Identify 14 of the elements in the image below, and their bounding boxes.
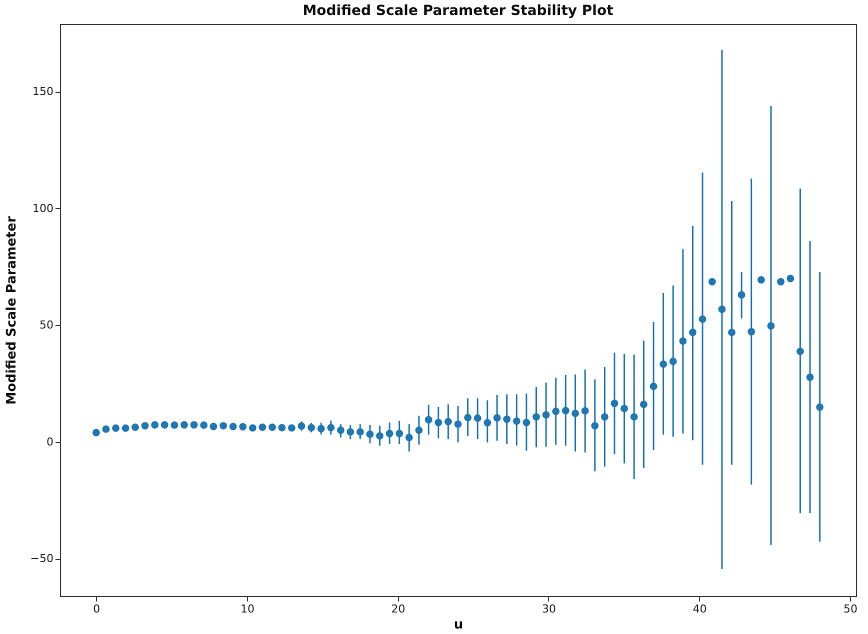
x-tick-label: 10: [240, 602, 254, 616]
y-tick-label: 50: [40, 318, 54, 332]
y-tick-label: 150: [32, 85, 54, 98]
x-tick-label: 40: [692, 602, 707, 616]
y-tick-label: 0: [46, 435, 54, 448]
y-axis-title: Modified Scale Parameter: [4, 216, 20, 405]
x-tick-label: 50: [843, 602, 858, 616]
x-tick-label: 0: [93, 602, 100, 616]
x-tick-label: 30: [542, 602, 556, 616]
y-tick-label: 100: [32, 202, 54, 215]
x-axis-title: u: [454, 618, 464, 632]
y-tick-label: −50: [30, 552, 54, 566]
chart-title: Modified Scale Parameter Stability Plot: [302, 3, 614, 19]
x-tick-label: 20: [391, 602, 406, 616]
